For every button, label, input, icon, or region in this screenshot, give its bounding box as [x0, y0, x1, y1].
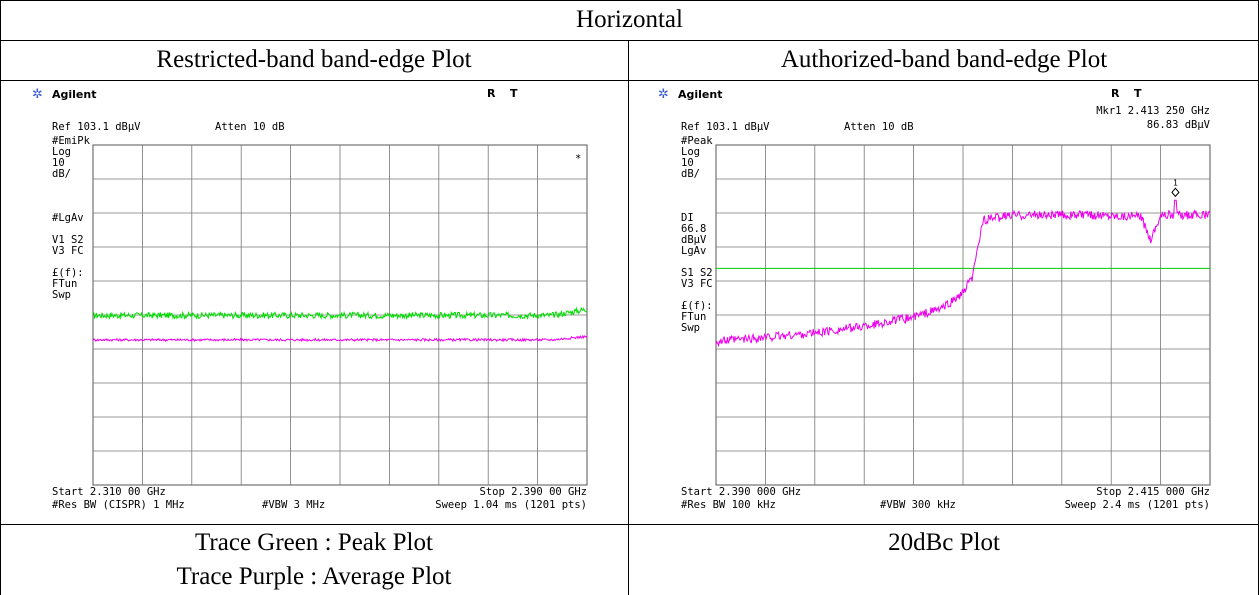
side-label: #LgAv	[52, 212, 84, 224]
sweep-label: Sweep 2.4 ms (1201 pts)	[1065, 499, 1210, 511]
agilent-logo-icon: ✲	[658, 87, 669, 102]
res-bw-label: #Res BW 100 kHz	[681, 499, 776, 511]
left-analyzer-plot: ✲ Agilent R T Ref 103.1 dBµV Atten 10 dB #EmiP…	[0, 81, 628, 524]
marker-star: *	[575, 153, 581, 165]
side-label: dBµV	[681, 234, 707, 246]
side-label: LgAv	[681, 245, 706, 257]
side-label: Log	[681, 146, 700, 158]
table-border-left	[0, 0, 1, 595]
marker-readout-freq: Mkr1 2.413 250 GHz	[1096, 105, 1210, 117]
vbw-label: #VBW 3 MHz	[262, 499, 325, 511]
right-caption-line1: 20dBc Plot	[888, 529, 1000, 556]
side-label: V1 S2	[52, 234, 84, 246]
trace-average	[92, 334, 588, 343]
atten-label: Atten 10 dB	[844, 121, 914, 133]
table-rule-3	[0, 524, 1259, 525]
marker-diamond-icon	[1171, 187, 1180, 198]
vbw-label: #VBW 300 kHz	[880, 499, 956, 511]
status-t: T	[510, 87, 518, 100]
side-label: 66.8	[681, 223, 706, 235]
side-label: £(f):	[681, 300, 713, 312]
side-label: 10	[681, 157, 694, 169]
table-rule-1	[0, 40, 1259, 41]
stop-freq-label: Stop 2.415 000 GHz	[1096, 486, 1210, 498]
side-label: FTun	[52, 278, 77, 290]
trace-peak	[92, 306, 588, 321]
left-caption-line1: Trace Green : Peak Plot	[195, 529, 433, 556]
start-freq-label: Start 2.390 000 GHz	[681, 486, 801, 498]
side-label: #EmiPk	[52, 135, 91, 147]
res-bw-label: #Res BW (CISPR) 1 MHz	[52, 499, 185, 511]
side-label: Swp	[52, 289, 71, 301]
status-r: R	[487, 87, 496, 100]
side-label: 10	[52, 157, 65, 169]
ref-level-label: Ref 103.1 dBµV	[52, 121, 141, 133]
side-label: FTun	[681, 311, 706, 323]
sweep-label: Sweep 1.04 ms (1201 pts)	[435, 499, 587, 511]
side-label: V3 FC	[52, 245, 84, 257]
right-analyzer-svg: ✲ Agilent R T Mkr1 2.413 250 GHz 86.83 dBµV Re…	[658, 87, 1211, 511]
table-border-top	[0, 0, 1259, 1]
ref-level-label: Ref 103.1 dBµV	[681, 121, 770, 133]
side-label: Log	[52, 146, 71, 158]
side-label: S1 S2	[681, 267, 713, 279]
table-column-divider	[628, 40, 629, 595]
stop-freq-label: Stop 2.390 00 GHz	[480, 486, 587, 498]
start-freq-label: Start 2.310 00 GHz	[52, 486, 166, 498]
side-label: dB/	[681, 168, 700, 180]
right-heading: Authorized-band band-edge Plot	[780, 46, 1108, 73]
side-label: £(f):	[52, 267, 84, 279]
marker-number: 1	[1173, 178, 1178, 187]
brand-label: Agilent	[678, 88, 722, 101]
left-caption-line2: Trace Purple : Average Plot	[176, 563, 452, 590]
agilent-logo-icon: ✲	[32, 87, 43, 102]
status-r: R	[1111, 87, 1120, 100]
side-label: DI	[681, 212, 694, 224]
brand-label: Agilent	[52, 88, 96, 101]
page-title: Horizontal	[576, 6, 683, 33]
trace-peak	[715, 199, 1211, 348]
side-label: #Peak	[681, 135, 713, 147]
side-label: V3 FC	[681, 278, 713, 290]
side-label: dB/	[52, 168, 71, 180]
table-rule-2	[0, 80, 1259, 81]
left-heading: Restricted-band band-edge Plot	[156, 46, 472, 73]
side-label: Swp	[681, 322, 700, 334]
right-analyzer-plot: ✲ Agilent R T Mkr1 2.413 250 GHz 86.83 dBµV Re…	[629, 81, 1258, 524]
atten-label: Atten 10 dB	[215, 121, 285, 133]
status-t: T	[1134, 87, 1142, 100]
left-analyzer-svg: ✲ Agilent R T Ref 103.1 dBµV Atten 10 dB #EmiP…	[32, 87, 588, 511]
marker-readout-level: 86.83 dBµV	[1147, 119, 1211, 131]
